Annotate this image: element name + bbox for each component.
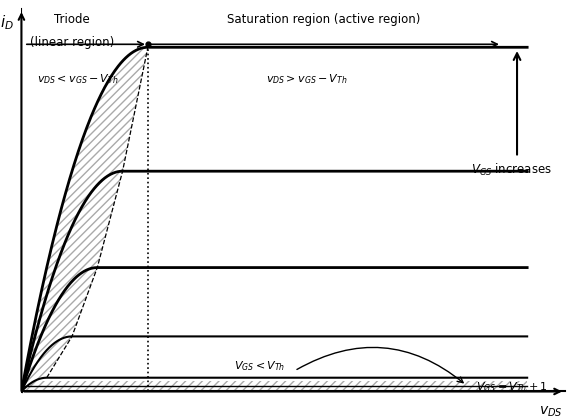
Text: $V_{GS} < V_{Th}$: $V_{GS} < V_{Th}$ xyxy=(234,360,285,373)
Text: $v_{DS}$: $v_{DS}$ xyxy=(539,404,562,419)
Text: $v_{DS} > v_{GS}-V_{Th}$: $v_{DS} > v_{GS}-V_{Th}$ xyxy=(266,72,348,86)
Text: $v_{DS} < v_{GS}-V_{Th}$: $v_{DS} < v_{GS}-V_{Th}$ xyxy=(38,72,119,86)
Text: $i_D$: $i_D$ xyxy=(0,13,14,32)
Text: Saturation region (active region): Saturation region (active region) xyxy=(228,13,421,26)
Text: Triode: Triode xyxy=(54,13,90,26)
Text: (linear region): (linear region) xyxy=(30,36,114,49)
Text: $V_{GS}=V_{Th}+1$: $V_{GS}=V_{Th}+1$ xyxy=(476,380,548,394)
Text: $V_{GS}$ increases: $V_{GS}$ increases xyxy=(472,162,552,178)
